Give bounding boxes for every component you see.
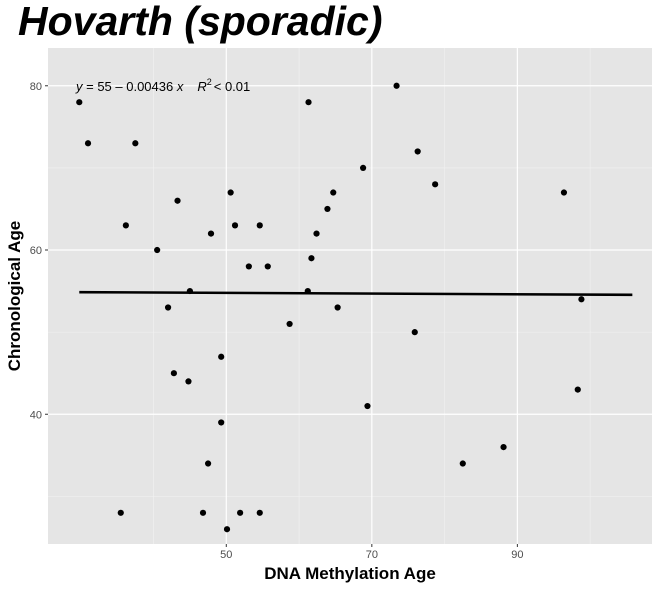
data-point bbox=[364, 402, 371, 410]
data-point bbox=[199, 509, 207, 516]
data-point bbox=[218, 419, 225, 426]
data-point bbox=[174, 197, 181, 204]
data-point bbox=[186, 287, 194, 295]
data-point bbox=[459, 460, 466, 467]
plot-panel bbox=[48, 48, 652, 544]
data-point bbox=[84, 140, 92, 147]
y-tick-label: 80 bbox=[30, 81, 42, 93]
y-axis-ticks: 40 60 80 bbox=[30, 81, 48, 421]
data-point bbox=[330, 189, 337, 196]
data-point bbox=[227, 189, 234, 196]
data-point bbox=[411, 329, 418, 336]
y-axis-title: Chronological Age bbox=[5, 221, 24, 372]
data-point bbox=[324, 205, 331, 213]
data-point bbox=[170, 370, 177, 377]
minor-grid bbox=[48, 48, 652, 544]
data-point bbox=[560, 189, 568, 196]
data-point bbox=[308, 255, 315, 262]
x-axis-title: DNA Methylation Age bbox=[264, 564, 436, 583]
x-axis-ticks: 50 70 90 bbox=[220, 544, 523, 561]
data-point bbox=[304, 287, 311, 295]
chart-title: Hovarth (sporadic) bbox=[18, 0, 383, 44]
y-tick-label: 60 bbox=[30, 245, 42, 257]
data-point bbox=[305, 99, 312, 106]
data-point bbox=[223, 526, 231, 533]
data-point bbox=[393, 82, 400, 89]
data-point bbox=[245, 263, 252, 270]
data-point bbox=[359, 164, 367, 171]
data-point bbox=[237, 509, 244, 516]
data-point bbox=[76, 99, 83, 106]
data-point bbox=[574, 386, 581, 393]
data-point bbox=[256, 222, 263, 229]
trend-line bbox=[79, 290, 633, 297]
data-point bbox=[117, 509, 124, 516]
data-point bbox=[432, 181, 439, 188]
data-point bbox=[122, 222, 129, 229]
x-tick-label: 90 bbox=[511, 549, 523, 561]
data-point bbox=[256, 509, 263, 516]
data-point bbox=[334, 304, 341, 311]
data-point bbox=[231, 222, 239, 229]
major-grid bbox=[48, 48, 652, 544]
data-point bbox=[185, 378, 192, 385]
data-point bbox=[500, 443, 507, 451]
data-point bbox=[207, 230, 215, 237]
data-point bbox=[164, 304, 172, 311]
data-point bbox=[578, 296, 585, 303]
data-point bbox=[154, 246, 161, 254]
data-point bbox=[264, 263, 271, 270]
data-point bbox=[313, 230, 320, 237]
x-tick-label: 50 bbox=[220, 549, 232, 561]
data-point bbox=[414, 148, 421, 155]
data-point bbox=[218, 353, 225, 360]
points-layer bbox=[76, 82, 585, 533]
x-tick-label: 70 bbox=[366, 549, 378, 561]
regression-annotation: y = 55 – 0.00436 x R2 < 0.01 bbox=[75, 77, 250, 94]
data-point bbox=[286, 320, 293, 328]
y-tick-label: 40 bbox=[30, 409, 42, 421]
data-point bbox=[132, 140, 139, 147]
data-point bbox=[204, 460, 212, 467]
